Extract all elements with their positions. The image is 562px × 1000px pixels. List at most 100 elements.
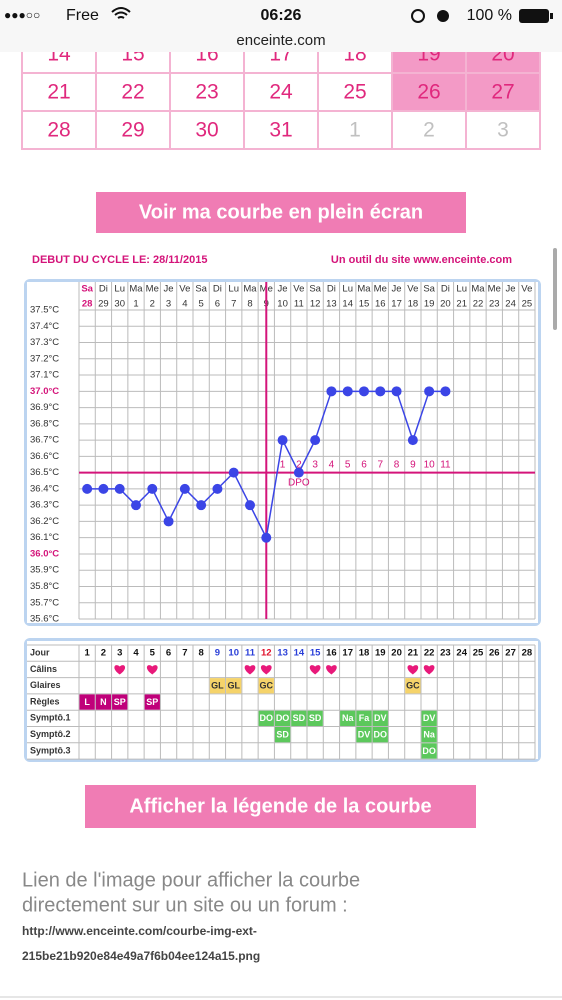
weekday-label: Lu (342, 284, 353, 295)
observation-cell (372, 710, 388, 726)
temperature-point (326, 386, 337, 397)
heart (326, 665, 337, 675)
weekday-label: Di (99, 284, 108, 295)
x-tick-label: 7 (231, 299, 236, 310)
observation-code: DV (374, 713, 387, 723)
calendar-cell (465, 72, 541, 112)
x-tick-label: 3 (166, 299, 171, 310)
x-tick-label: 4 (182, 299, 187, 310)
row-label: Câlins (30, 664, 57, 674)
weekday-label: Ve (521, 284, 532, 295)
row-label: Glaires (30, 680, 61, 690)
fullscreen-button-label[interactable]: Voir ma courbe en plein écran (139, 201, 423, 223)
x-tick-label: 24 (505, 299, 516, 310)
day-number: 24 (456, 648, 467, 659)
x-tick-label: 16 (375, 299, 386, 310)
heart (423, 665, 435, 675)
calendar-day: 21 (47, 81, 70, 104)
heart (244, 665, 256, 675)
calendar-day: 31 (269, 119, 292, 142)
calendar-day: 23 (195, 81, 218, 104)
day-number: 5 (150, 648, 156, 659)
x-tick-label: 21 (456, 299, 467, 310)
y-tick-label: 37.3°C (30, 337, 59, 348)
observation-cell (95, 694, 112, 710)
observation-cell (258, 710, 274, 726)
x-tick-label: 29 (98, 299, 109, 310)
day-number: 11 (245, 648, 256, 659)
battery-tip (550, 13, 553, 19)
image-url[interactable]: 215be21b920e84e49a7f6b04ee124a15.png (22, 949, 260, 963)
observation-code: SP (146, 697, 158, 707)
observation-code: Na (342, 713, 354, 723)
address-bar[interactable]: enceinte.com (236, 32, 325, 49)
dpo-label: 3 (312, 459, 318, 470)
temperature-point (212, 483, 223, 494)
observation-code: GC (260, 681, 274, 691)
temperature-point (391, 386, 402, 397)
temperature-point (375, 386, 386, 397)
y-tick-label: 36.1°C (30, 532, 59, 543)
calendar-cell (317, 110, 393, 150)
image-url[interactable]: http://www.enceinte.com/courbe-img-ext- (22, 924, 257, 938)
weekday-label: Sa (309, 284, 321, 295)
observation-code: GL (211, 681, 224, 691)
temperature-point (147, 483, 158, 494)
day-number: 13 (277, 648, 288, 659)
observation-code: DO (260, 713, 274, 723)
legend-button[interactable] (85, 785, 476, 828)
x-tick-label: 1 (133, 299, 138, 310)
x-tick-label: 20 (440, 299, 451, 310)
observation-cell (291, 710, 307, 726)
observation-code: SD (309, 713, 322, 723)
calendar-day: 2 (423, 119, 435, 142)
y-tick-label: 36.8°C (30, 418, 59, 429)
dpo-label: 11 (440, 459, 451, 470)
calendar-cell (95, 110, 171, 150)
x-tick-label: 28 (82, 299, 93, 310)
day-number: 27 (505, 648, 516, 659)
day-number: 26 (489, 648, 500, 659)
weekday-label: Me (374, 284, 387, 295)
observation-cell (307, 710, 323, 726)
day-number: 19 (375, 648, 386, 659)
x-tick-label: 10 (277, 299, 288, 310)
temperature-point (196, 500, 207, 511)
legend-button-label[interactable]: Afficher la légende de la courbe (129, 795, 431, 817)
temperature-point (424, 386, 435, 397)
day-number: 18 (359, 648, 370, 659)
observation-cell (356, 710, 372, 726)
y-tick-label: 36.3°C (30, 500, 59, 511)
calendar-day: 26 (417, 81, 440, 104)
x-tick-label: 19 (424, 299, 435, 310)
row-label: Symptô.2 (30, 729, 71, 739)
temperature-point (407, 435, 418, 446)
x-tick-label: 18 (408, 299, 419, 310)
y-tick-label: 36.5°C (30, 467, 59, 478)
observation-code: SD (276, 730, 289, 740)
weekday-label: Sa (195, 284, 207, 295)
y-tick-label: 36.0°C (30, 548, 59, 559)
heart (407, 665, 419, 675)
observation-cell (356, 727, 372, 743)
y-tick-label: 37.5°C (30, 305, 59, 316)
weekday-label: Ve (179, 284, 190, 295)
temperature-point (440, 386, 451, 397)
observation-code: DV (358, 730, 371, 740)
signal: ●●●○○ (4, 8, 40, 22)
day-number: 17 (342, 648, 353, 659)
x-tick-label: 6 (215, 299, 220, 310)
fullscreen-button[interactable] (96, 192, 466, 233)
day-number: 8 (198, 648, 203, 659)
dpo-label: 2 (296, 459, 302, 470)
day-number: 21 (408, 648, 419, 659)
weekday-label: Ma (243, 284, 257, 295)
y-tick-label: 35.6°C (30, 614, 59, 625)
day-number: 15 (310, 648, 321, 659)
observation-code: DV (423, 713, 436, 723)
dpo-label: 4 (329, 459, 335, 470)
day-number: 25 (473, 648, 484, 659)
calendar-cell (317, 72, 393, 112)
